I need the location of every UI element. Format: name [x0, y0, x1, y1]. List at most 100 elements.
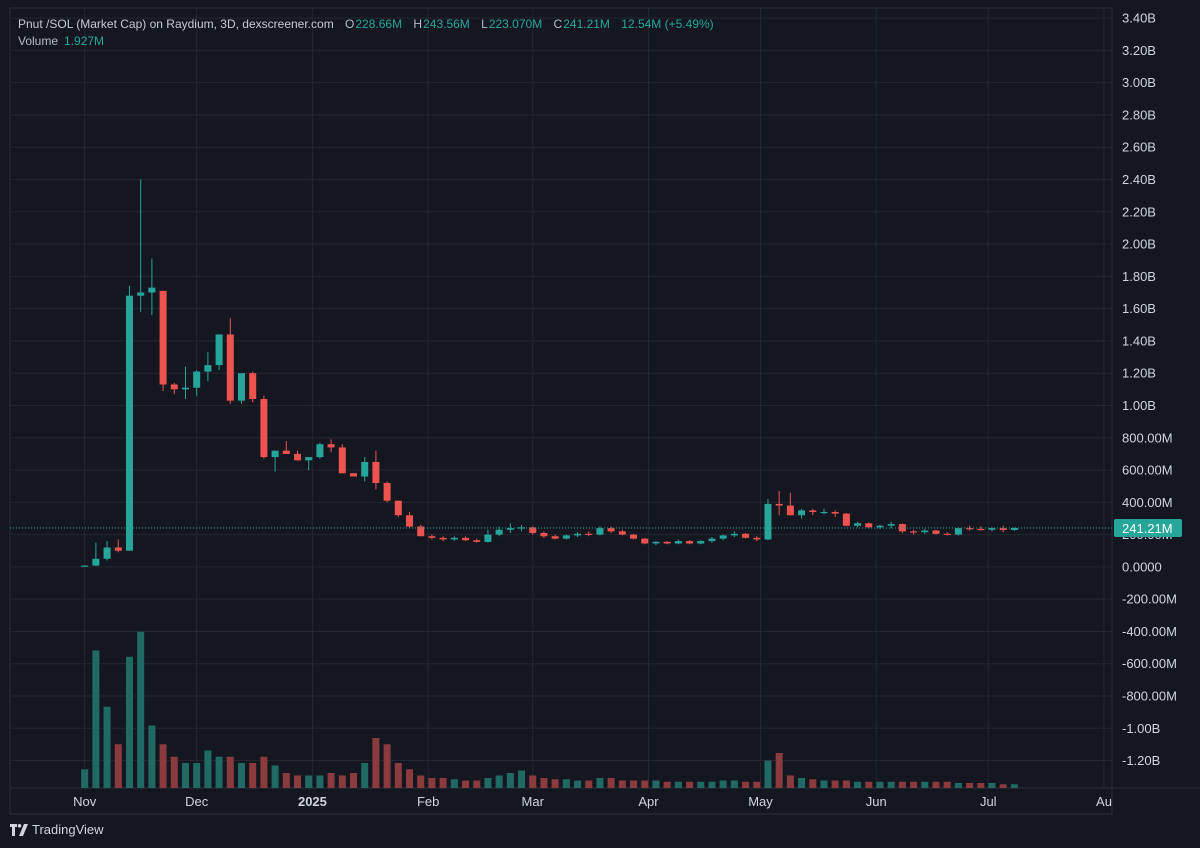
- candle-body[interactable]: [428, 536, 436, 538]
- candle-body[interactable]: [383, 482, 391, 501]
- candle-body[interactable]: [607, 528, 615, 532]
- volume-bar: [260, 756, 268, 788]
- candle-body[interactable]: [125, 295, 133, 551]
- volume-bar: [551, 779, 559, 788]
- candle-body[interactable]: [159, 290, 167, 385]
- candle-body[interactable]: [148, 287, 156, 293]
- candle-body[interactable]: [551, 536, 559, 539]
- x-tick-label: May: [748, 794, 773, 809]
- volume-bar: [417, 775, 425, 788]
- candle-body[interactable]: [540, 532, 548, 537]
- candle-body[interactable]: [103, 547, 111, 559]
- candle-body[interactable]: [652, 541, 660, 544]
- candle-body[interactable]: [842, 513, 850, 526]
- candle-body[interactable]: [753, 537, 761, 540]
- candle-body[interactable]: [999, 528, 1007, 530]
- candle-body[interactable]: [529, 527, 537, 533]
- candle-body[interactable]: [170, 384, 178, 390]
- candle-body[interactable]: [798, 510, 806, 516]
- volume-bar: [932, 781, 940, 788]
- candle-body[interactable]: [350, 473, 358, 477]
- candle-body[interactable]: [260, 399, 268, 458]
- candle-body[interactable]: [417, 526, 425, 537]
- candle-body[interactable]: [686, 541, 694, 544]
- candle-body[interactable]: [921, 530, 929, 533]
- candle-body[interactable]: [943, 533, 951, 535]
- candle-body[interactable]: [271, 450, 279, 458]
- candle-body[interactable]: [876, 525, 884, 528]
- candle-body[interactable]: [596, 528, 604, 535]
- candle-body[interactable]: [193, 371, 201, 388]
- candle-body[interactable]: [910, 531, 918, 533]
- candle-body[interactable]: [854, 523, 862, 526]
- candle-body[interactable]: [338, 447, 346, 474]
- candle-body[interactable]: [204, 365, 212, 372]
- candle-body[interactable]: [831, 512, 839, 514]
- candle-body[interactable]: [181, 387, 189, 390]
- candle-body[interactable]: [506, 528, 514, 530]
- candle-body[interactable]: [764, 503, 772, 540]
- candle-body[interactable]: [484, 534, 492, 542]
- candle-body[interactable]: [977, 528, 985, 531]
- candle-body[interactable]: [562, 535, 570, 539]
- candle-body[interactable]: [450, 537, 458, 540]
- candle-body[interactable]: [697, 541, 705, 544]
- candle-body[interactable]: [809, 510, 817, 512]
- candle-body[interactable]: [708, 538, 716, 542]
- tradingview-brand[interactable]: TradingView: [10, 822, 104, 837]
- candle-body[interactable]: [663, 541, 671, 544]
- candle-body[interactable]: [215, 334, 223, 366]
- candle-body[interactable]: [92, 558, 100, 566]
- candle-body[interactable]: [473, 540, 481, 542]
- candle-body[interactable]: [406, 515, 414, 527]
- candle-body[interactable]: [954, 528, 962, 535]
- candle-body[interactable]: [361, 461, 369, 477]
- candle-body[interactable]: [618, 531, 626, 535]
- candle-body[interactable]: [462, 537, 470, 541]
- candle-body[interactable]: [786, 505, 794, 516]
- y-tick-label: 3.40B: [1122, 11, 1156, 26]
- candle-body[interactable]: [114, 547, 122, 551]
- candle-body[interactable]: [495, 529, 503, 535]
- legend-low-label: L: [481, 17, 488, 31]
- candle-body[interactable]: [316, 444, 324, 458]
- candle-body[interactable]: [641, 538, 649, 544]
- candle-body[interactable]: [932, 530, 940, 534]
- candle-body[interactable]: [282, 450, 290, 454]
- candle-body[interactable]: [237, 373, 245, 401]
- candle-body[interactable]: [574, 533, 582, 536]
- candle-body[interactable]: [305, 457, 313, 461]
- candle-body[interactable]: [518, 527, 526, 529]
- candle-body[interactable]: [439, 537, 447, 540]
- candle-body[interactable]: [394, 500, 402, 516]
- candle-body[interactable]: [865, 523, 873, 528]
- candle-body[interactable]: [820, 512, 828, 514]
- candle-body[interactable]: [674, 541, 682, 544]
- candle-body[interactable]: [249, 373, 257, 400]
- brand-label: TradingView: [32, 822, 104, 837]
- candle-body[interactable]: [742, 533, 750, 538]
- candle-body[interactable]: [730, 533, 738, 536]
- candle-body[interactable]: [372, 461, 380, 483]
- x-tick-label: Nov: [73, 794, 97, 809]
- candle-body[interactable]: [630, 534, 638, 539]
- candle-body[interactable]: [887, 524, 895, 526]
- candle-body[interactable]: [775, 503, 783, 506]
- y-tick-label: 800.00M: [1122, 430, 1173, 445]
- volume-bar: [854, 781, 862, 788]
- candle-body[interactable]: [226, 334, 234, 401]
- candle-body[interactable]: [719, 535, 727, 539]
- volume-bar: [641, 780, 649, 788]
- candle-body[interactable]: [1010, 527, 1018, 530]
- candle-body[interactable]: [327, 444, 335, 448]
- candle-body[interactable]: [988, 528, 996, 530]
- candle-body[interactable]: [294, 453, 302, 461]
- candle-body[interactable]: [137, 292, 145, 296]
- candle-body[interactable]: [81, 565, 89, 567]
- volume-bar: [92, 650, 100, 788]
- candle-body[interactable]: [898, 524, 906, 532]
- candle-body[interactable]: [585, 533, 593, 535]
- candle-body[interactable]: [966, 528, 974, 530]
